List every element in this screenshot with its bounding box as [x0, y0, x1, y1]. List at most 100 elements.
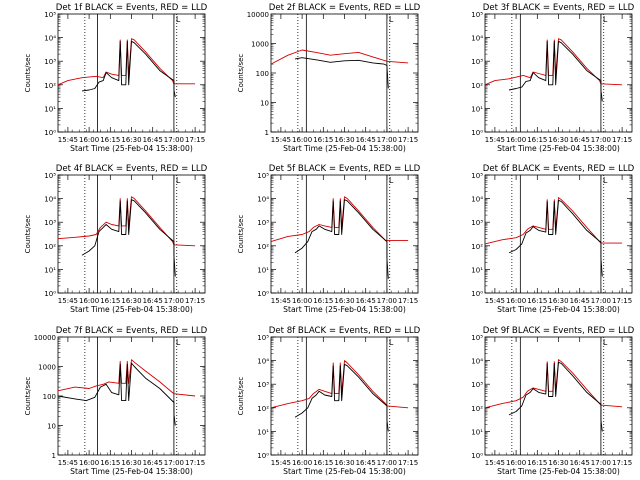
x-tick-label: 17:15 — [612, 136, 632, 144]
x-axis-label: Start Time (25-Feb-04 15:38:00) — [70, 305, 193, 314]
x-tick-label: 16:30 — [548, 297, 568, 305]
x-tick-label: 16:30 — [121, 136, 141, 144]
x-tick-label: 17:15 — [185, 459, 205, 467]
y-tick-label: 100 — [43, 393, 56, 401]
x-tick-label: 16:15 — [527, 459, 547, 467]
x-tick-label: 17:15 — [398, 297, 418, 305]
y-tick-label: 10³ — [44, 58, 56, 66]
series-lld-red-line — [484, 38, 623, 86]
y-axis-label: Counts/sec — [237, 377, 245, 416]
x-tick-label: 16:15 — [100, 297, 120, 305]
chart-panel-2: Det 2f BLACK = Events, RED = LLD 1 10 100 10… — [237, 3, 421, 153]
series-lld-red-line — [270, 49, 409, 65]
y-tick-label: 10⁰ — [471, 290, 483, 298]
y-tick-label: 10¹ — [257, 266, 269, 274]
chart-panel-8: Det 8f BLACK = Events, RED = LLD 10⁰ 10¹ 10… — [237, 326, 421, 476]
chart-panel-1: Det 1f BLACK = Events, RED = LLD 10⁰ 10¹ 10… — [24, 3, 208, 153]
y-tick-label: 10⁴ — [471, 35, 483, 43]
y-tick-label: 10⁴ — [471, 196, 483, 204]
x-tick-label: 16:00 — [506, 297, 526, 305]
x-tick-label: 15:45 — [58, 297, 78, 305]
chart-title: Det 2f BLACK = Events, RED = LLD — [269, 3, 421, 13]
lld-marker-label: L — [176, 338, 181, 347]
x-tick-label: 16:45 — [356, 297, 376, 305]
x-tick-label: 16:15 — [313, 459, 333, 467]
plot-frame — [484, 13, 633, 133]
y-tick-label: 10⁴ — [44, 35, 56, 43]
series-events-black-line — [508, 361, 603, 432]
y-tick-label: 10⁵ — [471, 334, 483, 342]
plot-frame — [57, 174, 206, 294]
x-tick-label: 16:45 — [570, 459, 590, 467]
x-tick-label: 17:00 — [377, 136, 397, 144]
x-tick-label: 16:45 — [143, 297, 163, 305]
x-axis-label: Start Time (25-Feb-04 15:38:00) — [283, 467, 406, 476]
y-axis-label: Counts/sec — [24, 377, 32, 416]
y-tick-label: 10³ — [257, 381, 269, 389]
series-events-black-line — [57, 362, 176, 426]
x-tick-label: 17:15 — [185, 297, 205, 305]
lld-marker-label: L — [176, 176, 181, 185]
x-tick-label: 16:45 — [356, 459, 376, 467]
x-tick-label: 15:45 — [271, 297, 291, 305]
x-tick-label: 15:45 — [58, 136, 78, 144]
x-axis-label: Start Time (25-Feb-04 15:38:00) — [497, 144, 620, 153]
y-tick-label: 10³ — [471, 381, 483, 389]
y-tick-label: 10¹ — [44, 105, 56, 113]
x-tick-label: 16:15 — [100, 459, 120, 467]
series-events-black-line — [294, 363, 389, 432]
chart-panel-9: Det 9f BLACK = Events, RED = LLD 10⁰ 10¹ 10… — [471, 326, 634, 476]
x-tick-label: 17:15 — [612, 297, 632, 305]
y-tick-label: 10000 — [34, 334, 56, 342]
x-tick-label: 16:30 — [548, 459, 568, 467]
x-axis-label: Start Time (25-Feb-04 15:38:00) — [283, 144, 406, 153]
y-tick-label: 10² — [471, 82, 483, 90]
y-tick-label: 10¹ — [471, 266, 483, 274]
x-tick-label: 16:45 — [143, 136, 163, 144]
x-tick-label: 16:15 — [313, 297, 333, 305]
series-lld-red-line — [57, 359, 196, 397]
chart-panel-5: Det 5f BLACK = Events, RED = LLD 10⁰ 10¹ 10… — [237, 164, 421, 314]
x-tick-label: 17:00 — [591, 136, 611, 144]
y-axis-label: Counts/sec — [24, 215, 32, 254]
y-tick-label: 10⁰ — [471, 452, 483, 460]
y-tick-label: 10³ — [471, 219, 483, 227]
chart-title: Det 4f BLACK = Events, RED = LLD — [56, 164, 208, 174]
y-tick-label: 1000 — [38, 364, 56, 372]
series-events-black-line — [508, 40, 603, 102]
x-tick-label: 17:15 — [398, 459, 418, 467]
x-tick-label: 17:15 — [398, 136, 418, 144]
x-tick-label: 16:45 — [356, 136, 376, 144]
y-tick-label: 10³ — [471, 58, 483, 66]
y-tick-label: 10¹ — [44, 266, 56, 274]
plot-frame — [270, 174, 419, 294]
y-tick-label: 1 — [52, 452, 56, 460]
chart-title: Det 3f BLACK = Events, RED = LLD — [483, 3, 635, 13]
x-tick-label: 17:15 — [612, 459, 632, 467]
y-tick-label: 10² — [257, 243, 269, 251]
x-tick-label: 16:00 — [79, 297, 99, 305]
lld-marker-label: L — [389, 15, 394, 24]
lld-marker-label: L — [389, 338, 394, 347]
lld-marker-label: L — [603, 15, 608, 24]
x-tick-label: 17:00 — [164, 136, 184, 144]
plot-frame — [270, 13, 419, 133]
series-lld-red-line — [484, 197, 623, 245]
series-events-black-line — [294, 57, 389, 89]
series-lld-red-line — [270, 360, 409, 409]
chart-title: Det 9f BLACK = Events, RED = LLD — [483, 326, 635, 336]
chart-title: Det 5f BLACK = Events, RED = LLD — [269, 164, 421, 174]
series-lld-red-line — [484, 359, 623, 409]
x-axis-label: Start Time (25-Feb-04 15:38:00) — [70, 144, 193, 153]
x-tick-label: 16:00 — [292, 136, 312, 144]
y-tick-label: 10² — [257, 405, 269, 413]
y-tick-label: 10² — [44, 82, 56, 90]
plot-frame — [484, 174, 633, 294]
y-tick-label: 10³ — [257, 219, 269, 227]
x-tick-label: 16:15 — [527, 297, 547, 305]
x-tick-label: 16:00 — [506, 136, 526, 144]
x-tick-label: 15:45 — [485, 297, 505, 305]
y-tick-label: 10¹ — [471, 105, 483, 113]
x-tick-label: 16:00 — [79, 459, 99, 467]
